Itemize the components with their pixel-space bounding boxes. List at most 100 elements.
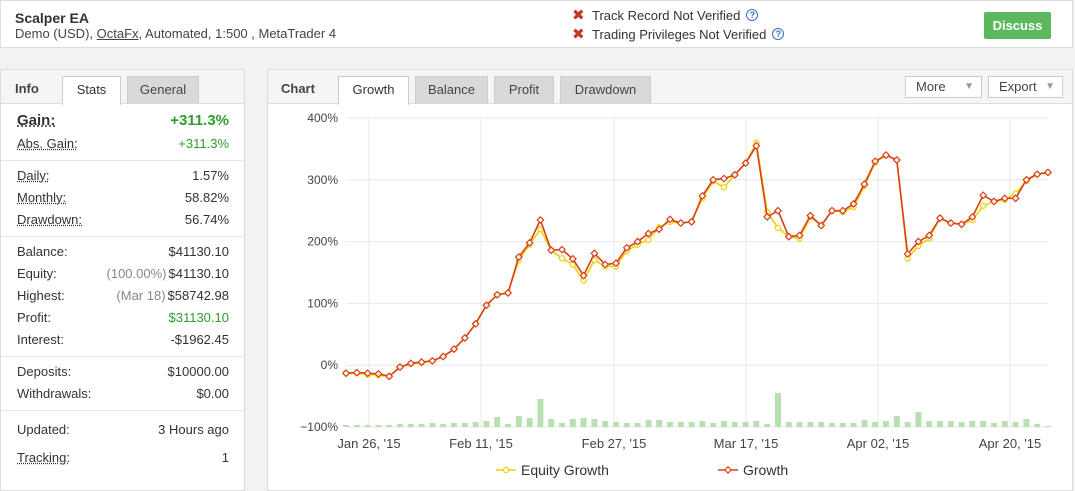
system-description: Demo (USD), OctaFx, Automated, 1:500 , M… bbox=[15, 26, 336, 41]
growth-point bbox=[417, 358, 426, 367]
volume-bar bbox=[364, 425, 371, 427]
broker-link[interactable]: OctaFx bbox=[96, 26, 139, 41]
volume-bar bbox=[483, 421, 490, 427]
chart-title: Chart bbox=[281, 81, 315, 96]
rates-section: Daily: 1.57% Monthly: 58.82% Drawdown: 5… bbox=[1, 161, 244, 237]
help-icon[interactable]: ? bbox=[772, 28, 785, 40]
monthly-label[interactable]: Monthly: bbox=[17, 190, 67, 205]
growth-point bbox=[341, 369, 351, 378]
growth-point bbox=[503, 288, 513, 297]
volume-bar bbox=[407, 424, 414, 427]
growth-point bbox=[719, 174, 729, 183]
volume-bar bbox=[807, 422, 814, 427]
growth-point bbox=[968, 212, 977, 221]
volume-bar bbox=[667, 422, 673, 427]
desc-suffix: , Automated, 1:500 , MetaTrader 4 bbox=[138, 26, 337, 41]
growth-point bbox=[989, 197, 999, 206]
growth-point bbox=[1011, 194, 1020, 203]
tab-growth[interactable]: Growth bbox=[338, 76, 409, 105]
daily-label[interactable]: Daily: bbox=[17, 168, 50, 183]
y-tick-label: 400% bbox=[307, 111, 338, 125]
desc-prefix: Demo (USD), bbox=[15, 26, 97, 41]
growth-point bbox=[482, 301, 491, 310]
volume-bar bbox=[775, 393, 781, 427]
x-tick-label: Apr 20, '15 bbox=[979, 436, 1041, 451]
tab-stats[interactable]: Stats bbox=[62, 76, 121, 105]
growth-point bbox=[892, 155, 901, 165]
growth-point bbox=[881, 151, 891, 160]
drawdown-label[interactable]: Drawdown: bbox=[17, 212, 83, 227]
discuss-button[interactable]: Discuss bbox=[984, 12, 1051, 39]
deposits-label: Deposits: bbox=[17, 364, 72, 379]
growth-point bbox=[601, 260, 610, 269]
growth-point bbox=[633, 237, 642, 246]
tab-drawdown[interactable]: Drawdown bbox=[560, 76, 651, 104]
volume-bar bbox=[764, 424, 771, 427]
equity-label: Equity: bbox=[17, 266, 57, 281]
help-icon[interactable]: ? bbox=[746, 9, 759, 21]
updated-row: Updated: 3 Hours ago bbox=[17, 419, 229, 441]
growth-point bbox=[795, 231, 804, 240]
volume-bar bbox=[926, 421, 933, 427]
growth-point bbox=[903, 249, 912, 259]
volume-bar bbox=[1023, 419, 1030, 427]
volume-bar bbox=[343, 425, 349, 427]
volume-bar bbox=[494, 417, 501, 427]
export-dropdown[interactable]: Export ▼ bbox=[988, 76, 1063, 98]
x-tick-label: Mar 17, '15 bbox=[714, 436, 779, 451]
growth-point bbox=[557, 245, 567, 254]
volume-bar bbox=[915, 412, 922, 427]
y-tick-label: 200% bbox=[307, 235, 338, 249]
growth-point bbox=[1022, 175, 1031, 184]
growth-point bbox=[579, 271, 588, 280]
volume-bar bbox=[785, 422, 792, 427]
growth-point bbox=[590, 249, 599, 258]
series-line-growth bbox=[345, 143, 1049, 378]
volume-bar bbox=[991, 423, 997, 427]
tracking-label[interactable]: Tracking: bbox=[17, 450, 70, 465]
chevron-down-icon: ▼ bbox=[1045, 81, 1055, 92]
volume-bar bbox=[602, 421, 609, 427]
more-dropdown[interactable]: More ▼ bbox=[905, 76, 982, 98]
growth-point bbox=[1000, 194, 1009, 203]
tab-general[interactable]: General bbox=[127, 76, 199, 104]
gain-label[interactable]: Gain: bbox=[17, 112, 56, 129]
growth-point bbox=[979, 191, 988, 200]
y-tick-label: 0% bbox=[321, 358, 339, 372]
volume-bar bbox=[505, 424, 511, 427]
growth-point bbox=[547, 246, 556, 255]
growth-point bbox=[773, 206, 783, 215]
profit-label: Profit: bbox=[17, 310, 51, 325]
growth-point bbox=[849, 199, 858, 208]
volume-bar bbox=[958, 422, 965, 427]
growth-point bbox=[957, 220, 966, 229]
abs-gain-value: +311.3% bbox=[178, 136, 229, 151]
equity-point bbox=[980, 202, 987, 209]
volume-bar bbox=[386, 425, 393, 427]
growth-point bbox=[460, 333, 469, 343]
y-tick-label: −100% bbox=[300, 420, 338, 434]
volume-bar bbox=[656, 420, 663, 427]
volume-bar bbox=[353, 425, 360, 427]
growth-point bbox=[655, 225, 664, 234]
growth-point bbox=[806, 211, 815, 220]
x-tick-label: Feb 27, '15 bbox=[582, 436, 647, 451]
info-tabs: Info Stats General bbox=[1, 70, 244, 105]
growth-point bbox=[644, 229, 653, 238]
volume-bar bbox=[980, 421, 987, 427]
volume-bar bbox=[526, 418, 533, 427]
highest-value: $58742.98 bbox=[167, 288, 229, 303]
equity-point bbox=[645, 236, 652, 243]
tab-balance[interactable]: Balance bbox=[415, 76, 488, 104]
volume-bar bbox=[710, 423, 717, 427]
abs-gain-label[interactable]: Abs. Gain: bbox=[17, 136, 78, 151]
growth-point bbox=[730, 170, 739, 179]
y-tick-label: 300% bbox=[307, 173, 338, 187]
tab-profit[interactable]: Profit bbox=[494, 76, 554, 104]
volume-bar bbox=[397, 424, 403, 427]
volume-bar bbox=[515, 416, 522, 427]
x-tick-label: Feb 11, '15 bbox=[449, 436, 513, 451]
growth-point bbox=[611, 259, 621, 268]
volume-bar bbox=[375, 425, 382, 427]
volume-bar bbox=[429, 423, 436, 427]
